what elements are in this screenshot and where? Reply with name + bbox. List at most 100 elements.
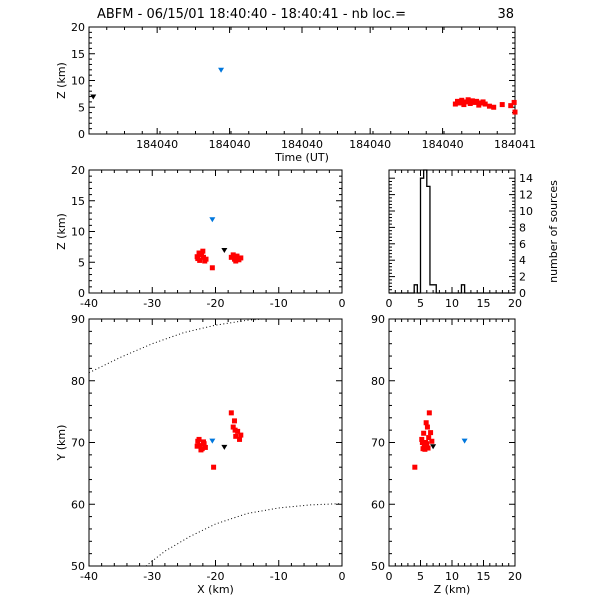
x-tick-label: 184041 bbox=[494, 138, 536, 151]
y-axis-label: Z (km) bbox=[55, 62, 68, 99]
x-tick-label: 5 bbox=[417, 297, 424, 310]
red-source-point bbox=[419, 440, 425, 445]
x-tick-label: -10 bbox=[270, 297, 288, 310]
x-tick-label: 0 bbox=[386, 297, 393, 310]
red-source-point bbox=[424, 424, 430, 430]
red-source-point bbox=[197, 443, 203, 449]
y-tick-label: 2 bbox=[519, 271, 526, 284]
red-source-point bbox=[486, 103, 492, 109]
red-source-point bbox=[200, 248, 206, 254]
red-source-point bbox=[194, 254, 200, 260]
red-source-point bbox=[467, 101, 473, 107]
y-tick-label: 5 bbox=[78, 101, 85, 114]
blue-source-marker bbox=[461, 438, 468, 444]
x-tick-label: 0 bbox=[386, 570, 393, 583]
x-tick-label: 20 bbox=[508, 570, 522, 583]
red-source-point bbox=[474, 98, 480, 104]
y-axis-label: Z (km) bbox=[55, 213, 68, 250]
y-tick-label: 90 bbox=[371, 313, 385, 326]
source-count: 38 bbox=[497, 7, 514, 22]
blue-source-marker bbox=[218, 67, 225, 73]
x-z-panel: -40 -30 -20 -10 0 0 5 10 15 20 Z (km) bbox=[55, 164, 346, 310]
red-source-point bbox=[412, 464, 418, 470]
red-source-point bbox=[424, 441, 430, 447]
red-source-point bbox=[512, 109, 518, 115]
red-source-point bbox=[499, 102, 505, 108]
x-y-frame bbox=[88, 318, 343, 567]
x-tick-label: 184040 bbox=[349, 138, 391, 151]
red-source-point bbox=[426, 410, 432, 416]
y-tick-label: 10 bbox=[71, 226, 85, 239]
y-tick-label: 12 bbox=[519, 189, 533, 202]
red-source-point bbox=[196, 436, 202, 442]
red-source-point bbox=[459, 97, 465, 103]
red-source-point bbox=[232, 427, 238, 433]
z-y-panel: 0 5 10 15 20 50 60 70 80 90 Z (km) bbox=[371, 313, 522, 596]
x-tick-label: 10 bbox=[445, 297, 459, 310]
red-source-point bbox=[200, 254, 206, 260]
red-source-point bbox=[419, 436, 425, 442]
y-tick-label: 60 bbox=[71, 498, 85, 511]
red-source-point bbox=[233, 258, 239, 264]
x-z-frame bbox=[88, 169, 343, 294]
y-tick-label: 10 bbox=[519, 205, 533, 218]
y-tick-label: 80 bbox=[371, 375, 385, 388]
x-tick-label: -40 bbox=[80, 570, 98, 583]
red-source-point bbox=[423, 420, 429, 426]
red-source-point bbox=[491, 104, 497, 110]
red-source-point bbox=[429, 438, 435, 444]
red-source-point bbox=[202, 444, 208, 450]
black-source-marker bbox=[221, 247, 228, 253]
time-z-frame bbox=[88, 26, 516, 135]
x-tick-label: 184040 bbox=[136, 138, 178, 151]
red-source-point bbox=[200, 439, 206, 445]
y-tick-label: 60 bbox=[371, 498, 385, 511]
y-tick-label: 20 bbox=[71, 21, 85, 34]
black-source-marker bbox=[430, 444, 437, 450]
x-tick-label: 184040 bbox=[422, 138, 464, 151]
red-source-point bbox=[465, 97, 471, 103]
red-source-point bbox=[237, 436, 243, 442]
x-tick-label: 0 bbox=[339, 297, 346, 310]
y-tick-label: 90 bbox=[71, 313, 85, 326]
y-tick-label: 15 bbox=[71, 48, 85, 61]
blue-source-marker bbox=[209, 217, 216, 223]
y-tick-label: 4 bbox=[519, 254, 526, 267]
x-tick-label: 15 bbox=[477, 297, 491, 310]
red-source-point bbox=[428, 430, 434, 436]
red-source-point bbox=[482, 101, 488, 107]
red-source-point bbox=[508, 103, 514, 109]
y-tick-label: 8 bbox=[519, 221, 526, 234]
y-tick-label: 0 bbox=[78, 287, 85, 300]
figure-title: ABFM - 06/15/01 18:40:40 - 18:40:41 - nb… bbox=[97, 7, 406, 22]
x-y-panel: -40 -30 -20 -10 0 50 60 70 80 90 X (km) Y (km) bbox=[55, 313, 346, 596]
black-source-marker bbox=[90, 94, 97, 100]
z-y-frame bbox=[388, 318, 516, 567]
red-source-point bbox=[211, 464, 217, 470]
z-hist-frame bbox=[388, 169, 516, 294]
x-tick-label: -40 bbox=[80, 297, 98, 310]
y-tick-label: 0 bbox=[78, 128, 85, 141]
red-source-point bbox=[231, 418, 237, 424]
x-axis-label: X (km) bbox=[197, 583, 234, 596]
x-tick-label: -20 bbox=[207, 570, 225, 583]
red-source-point bbox=[230, 424, 236, 430]
y-axis-label: Y (km) bbox=[55, 425, 68, 462]
y-tick-label: 14 bbox=[519, 172, 533, 185]
y-tick-label: 50 bbox=[371, 560, 385, 573]
x-tick-label: 10 bbox=[445, 570, 459, 583]
red-source-point bbox=[203, 256, 209, 262]
y-tick-label: 70 bbox=[371, 437, 385, 450]
x-axis-label: Time (UT) bbox=[274, 151, 329, 164]
red-source-point bbox=[235, 428, 241, 434]
x-tick-label: -30 bbox=[143, 570, 161, 583]
red-source-point bbox=[426, 435, 432, 441]
blue-source-marker bbox=[209, 438, 216, 444]
red-source-point bbox=[228, 410, 234, 416]
red-source-point bbox=[425, 445, 431, 451]
red-source-point bbox=[238, 255, 244, 261]
red-source-point bbox=[197, 257, 203, 263]
y-tick-label: 70 bbox=[71, 437, 85, 450]
black-source-marker bbox=[221, 444, 228, 450]
